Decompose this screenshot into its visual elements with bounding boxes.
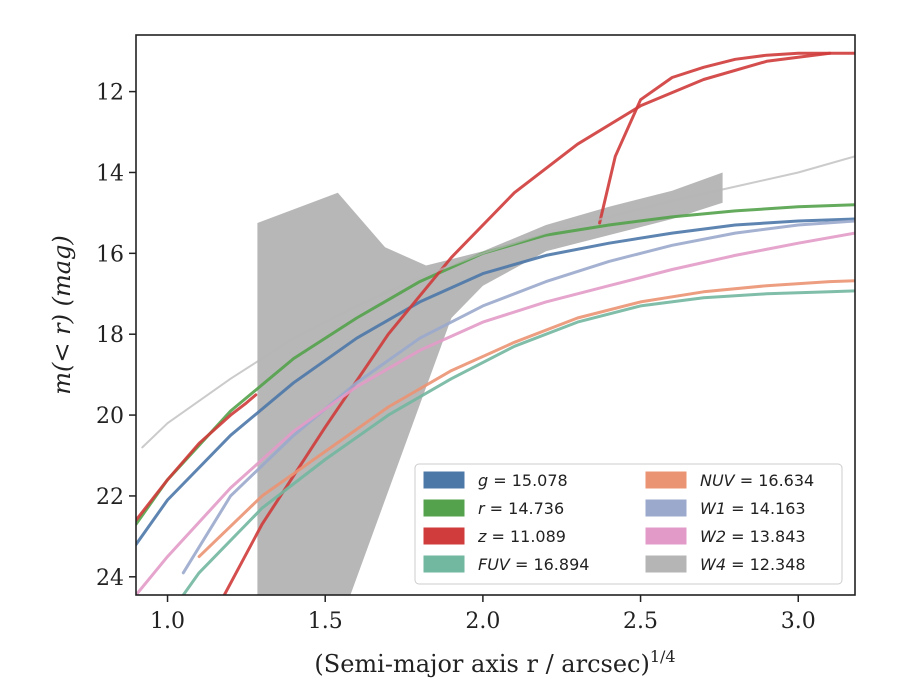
legend-box <box>414 463 843 585</box>
x-tick-label: 1.5 <box>308 609 343 634</box>
legend-label: r = 14.736 <box>478 499 564 518</box>
legend-label: z = 11.089 <box>477 527 566 546</box>
legend-swatch <box>423 471 465 489</box>
series-line-8 <box>136 231 855 595</box>
y-tick-label: 22 <box>96 485 124 510</box>
x-tick-label: 1.0 <box>150 609 185 634</box>
series-line-2 <box>136 393 258 522</box>
y-tick-label: 20 <box>96 404 124 429</box>
series-line-3 <box>222 51 855 595</box>
x-tick-label: 2.5 <box>623 609 658 634</box>
legend-label: g = 15.078 <box>478 471 568 490</box>
lines-layer <box>136 51 855 595</box>
x-tick-label: 3.0 <box>781 609 816 634</box>
band-layer <box>257 172 723 595</box>
legend-swatch <box>645 527 687 545</box>
y-tick-label: 18 <box>96 323 124 348</box>
legend-swatch <box>645 555 687 573</box>
legend-label: W1 = 14.163 <box>700 499 806 518</box>
x-tick-label: 2.0 <box>465 609 500 634</box>
y-tick-label: 14 <box>96 161 124 186</box>
legend-swatch <box>423 527 465 545</box>
w4-band <box>257 172 723 595</box>
y-tick-label: 24 <box>96 566 124 591</box>
legend-label: FUV = 16.894 <box>478 555 589 574</box>
legend-swatch <box>645 471 687 489</box>
plot-frame <box>135 34 856 596</box>
legend: g = 15.078 r = 14.736 z = 11.089 FUV = 16.8… <box>414 463 843 585</box>
legend-swatch <box>423 499 465 517</box>
legend-label: W2 = 13.843 <box>700 527 806 546</box>
y-axis-label: m(< r) (mag) <box>48 235 76 394</box>
series-line-7 <box>181 219 855 575</box>
series-line-0 <box>136 217 855 546</box>
y-tick-label: 12 <box>96 81 124 106</box>
legend-label: NUV = 16.634 <box>700 471 814 490</box>
y-tick-label: 16 <box>96 242 124 267</box>
ticks-layer: 1.0 1.5 2.0 2.5 3.0 12 14 16 18 20 22 24 <box>96 81 816 634</box>
series-line-9 <box>141 155 855 449</box>
x-axis-label: (Semi-major axis r / arcsec)1/4 <box>314 647 675 678</box>
legend-swatch <box>423 555 465 573</box>
legend-swatch <box>645 499 687 517</box>
legend-label: W4 = 12.348 <box>700 555 806 574</box>
series-line-4 <box>598 51 832 225</box>
series-line-5 <box>181 289 855 595</box>
series-line-6 <box>197 279 855 559</box>
